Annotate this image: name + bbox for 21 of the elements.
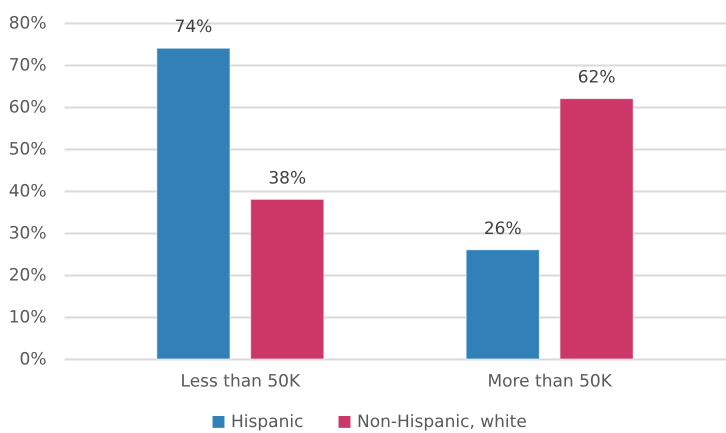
x-tick-label: Less than 50K xyxy=(180,372,301,392)
y-tick-label: 0% xyxy=(20,350,46,370)
y-tick-label: 20% xyxy=(8,266,46,286)
bar xyxy=(466,249,540,360)
bar xyxy=(250,198,324,360)
data-label: 38% xyxy=(268,168,306,188)
y-tick-label: 50% xyxy=(8,140,46,160)
y-tick-label: 80% xyxy=(8,14,46,34)
y-tick-label: 40% xyxy=(8,182,46,202)
bar xyxy=(559,98,634,360)
data-label: 26% xyxy=(484,218,522,239)
bar xyxy=(156,48,231,360)
y-tick-label: 70% xyxy=(8,56,46,76)
x-tick-label: More than 50K xyxy=(487,372,613,392)
legend-label: Non-Hispanic, white xyxy=(357,412,527,432)
legend-label: Hispanic xyxy=(231,412,304,432)
y-tick-label: 10% xyxy=(8,308,46,328)
y-tick-label: 60% xyxy=(8,98,46,118)
y-tick-label: 30% xyxy=(8,224,46,244)
data-label: 74% xyxy=(174,17,212,38)
data-label: 62% xyxy=(578,68,616,88)
